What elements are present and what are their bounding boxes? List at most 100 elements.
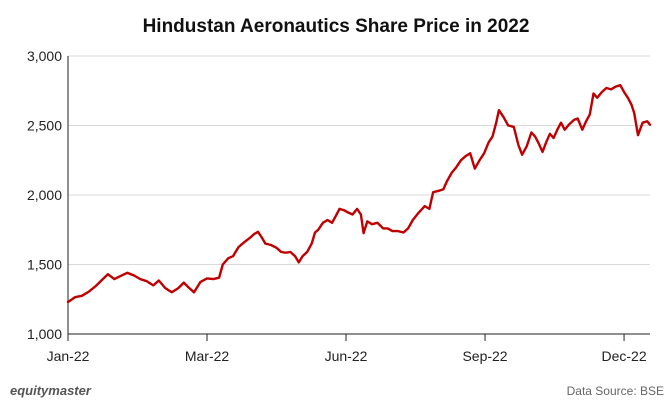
data-point [264, 243, 266, 245]
data-point [206, 277, 208, 279]
data-point [81, 295, 83, 297]
data-point [227, 257, 229, 259]
data-point [187, 286, 190, 288]
data-point [513, 126, 515, 128]
data-point [407, 227, 409, 229]
data-point [649, 124, 651, 126]
data-point [483, 152, 485, 154]
data-point [642, 122, 644, 124]
data-point [596, 97, 598, 99]
tick-labels: 1,000 1,500 2,000 2,500 3,000 Jan-22 Mar-22 Jun… [27, 48, 647, 364]
data-point [412, 219, 414, 221]
data-source: Data Source: BSE [567, 384, 664, 398]
data-point [478, 159, 481, 161]
data-point [314, 231, 316, 234]
data-point [232, 255, 234, 257]
data-point [627, 97, 629, 99]
data-point [428, 208, 430, 210]
data-point [568, 123, 571, 125]
data-point [356, 208, 358, 210]
data-point [218, 277, 220, 279]
series-layer [66, 84, 652, 304]
data-point [465, 155, 467, 157]
data-point [397, 230, 399, 232]
y-tick-label: 1,000 [27, 326, 62, 342]
data-point [417, 212, 419, 214]
data-point [257, 231, 259, 233]
data-point [637, 134, 639, 136]
data-point [335, 215, 337, 217]
data-point [581, 129, 583, 131]
data-point [322, 222, 324, 224]
data-point [366, 220, 368, 222]
data-point [158, 279, 160, 282]
y-tick-label: 1,500 [27, 257, 62, 273]
data-point [517, 144, 520, 146]
data-point [545, 141, 547, 143]
data-point [363, 232, 365, 234]
data-point [455, 166, 457, 168]
data-point [326, 219, 329, 221]
x-tick-label: Mar-22 [185, 348, 230, 364]
data-point [183, 282, 185, 284]
data-point [285, 252, 287, 254]
data-point [573, 119, 575, 121]
data-point [589, 113, 591, 115]
data-point [88, 291, 90, 293]
data-point [633, 112, 635, 114]
series-line [66, 84, 652, 304]
data-point [498, 109, 500, 111]
data-point [446, 180, 448, 182]
data-point [301, 255, 304, 257]
data-point [553, 137, 555, 139]
data-point [317, 229, 319, 231]
y-tick-label: 2,500 [27, 118, 62, 134]
data-point [199, 281, 202, 283]
data-point [152, 284, 154, 286]
data-point [376, 222, 379, 224]
x-tick-label: Jan-22 [47, 348, 90, 364]
data-point [402, 231, 405, 234]
x-tick-label: Jun-22 [325, 348, 368, 364]
data-point [371, 223, 373, 225]
data-point [488, 141, 490, 143]
data-point [424, 205, 426, 207]
data-point [530, 131, 533, 134]
y-tick-label: 2,000 [27, 187, 62, 203]
data-point [331, 222, 333, 224]
x-tick-label: Sep-22 [462, 348, 507, 364]
data-point [107, 273, 109, 275]
data-point [261, 236, 263, 238]
data-point [585, 120, 587, 122]
data-point [382, 227, 384, 229]
data-point [74, 296, 76, 298]
data-point [438, 190, 440, 192]
data-point [193, 291, 195, 293]
data-point [577, 117, 579, 120]
data-point [560, 122, 562, 124]
data-point [451, 172, 453, 174]
data-point [605, 87, 608, 89]
x-tick-label: Dec-22 [601, 348, 646, 364]
data-point [564, 129, 566, 131]
data-point [343, 209, 345, 211]
data-point [538, 143, 540, 145]
data-point [507, 124, 509, 127]
data-point [311, 243, 313, 245]
data-point [222, 263, 224, 266]
data-point [294, 255, 296, 257]
data-point [347, 211, 349, 213]
data-point [360, 213, 362, 216]
data-point [432, 191, 434, 193]
data-point [338, 208, 341, 210]
data-point [100, 279, 102, 282]
data-point [171, 291, 173, 293]
chart-title: Hindustan Aeronautics Share Price in 202… [143, 16, 530, 37]
data-point [298, 261, 300, 263]
data-point [387, 227, 389, 229]
data-point [391, 230, 393, 232]
data-point [249, 237, 251, 239]
data-point [469, 152, 471, 154]
data-point [164, 287, 166, 289]
